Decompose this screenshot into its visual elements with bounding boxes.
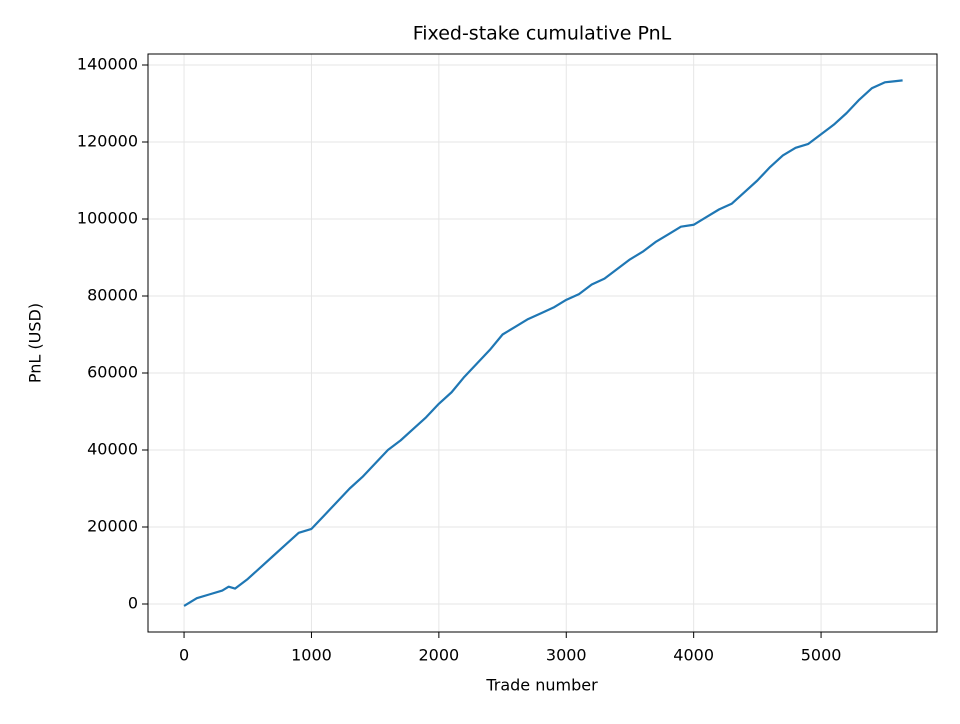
y-tick-label: 0 <box>128 593 138 612</box>
x-axis-label: Trade number <box>485 676 598 695</box>
y-tick-label: 120000 <box>77 131 138 150</box>
y-axis-label: PnL (USD) <box>26 303 45 383</box>
plot-frame <box>147 53 938 633</box>
y-tick-label: 140000 <box>77 54 138 73</box>
y-tick-label: 60000 <box>87 362 138 381</box>
x-tick-label: 2000 <box>418 646 459 665</box>
y-tick-label: 20000 <box>87 516 138 535</box>
x-tick-label: 3000 <box>546 646 587 665</box>
x-tick-label: 0 <box>179 646 189 665</box>
line-series <box>183 79 903 607</box>
chart-title: Fixed-stake cumulative PnL <box>413 23 672 45</box>
x-tick-label: 4000 <box>673 646 714 665</box>
x-tick-label: 5000 <box>801 646 842 665</box>
y-tick-label: 80000 <box>87 285 138 304</box>
y-tick-label: 100000 <box>77 208 138 227</box>
y-tick-label: 40000 <box>87 439 138 458</box>
x-tick-label: 1000 <box>291 646 332 665</box>
